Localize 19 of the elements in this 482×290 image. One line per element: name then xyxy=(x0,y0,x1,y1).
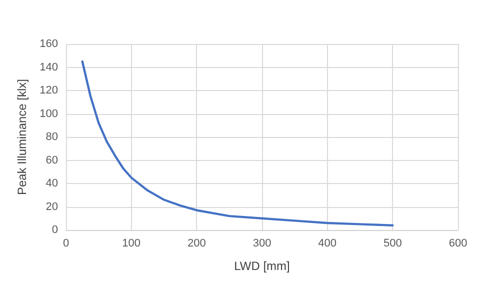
y-tick-label: 80 xyxy=(46,131,58,143)
y-tick-label: 120 xyxy=(40,84,58,96)
x-tick-label: 400 xyxy=(318,238,337,250)
y-tick-label: 100 xyxy=(40,108,58,120)
y-tick-label: 0 xyxy=(52,224,58,236)
y-tick-label: 60 xyxy=(46,154,58,166)
y-tick-label: 40 xyxy=(46,178,58,190)
y-tick-label: 160 xyxy=(40,38,58,50)
x-tick-label: 600 xyxy=(448,238,468,250)
x-tick-label: 200 xyxy=(187,238,206,250)
x-tick-label: 500 xyxy=(383,238,402,250)
x-tick-label: 300 xyxy=(252,238,272,250)
x-tick-label: 100 xyxy=(122,238,141,250)
x-tick-label: 0 xyxy=(62,238,70,250)
y-axis-title: Peak Illuminance [klx] xyxy=(15,78,29,196)
line-series xyxy=(81,60,394,226)
x-axis-title: LWD [mm] xyxy=(234,259,290,273)
y-tick-label: 140 xyxy=(40,61,58,74)
y-tick-label: 20 xyxy=(46,200,58,213)
